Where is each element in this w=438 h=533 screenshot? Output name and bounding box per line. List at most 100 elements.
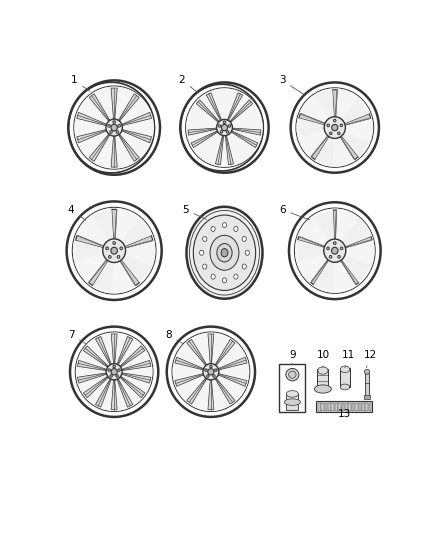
Ellipse shape bbox=[208, 369, 214, 375]
Ellipse shape bbox=[167, 327, 255, 417]
Ellipse shape bbox=[295, 208, 374, 293]
Ellipse shape bbox=[68, 80, 160, 175]
Polygon shape bbox=[95, 336, 112, 366]
Ellipse shape bbox=[120, 247, 123, 249]
Polygon shape bbox=[314, 210, 334, 242]
Polygon shape bbox=[187, 377, 207, 404]
Polygon shape bbox=[78, 360, 107, 371]
Polygon shape bbox=[227, 93, 243, 120]
Polygon shape bbox=[196, 100, 219, 123]
Ellipse shape bbox=[111, 247, 117, 254]
Ellipse shape bbox=[364, 369, 370, 374]
Bar bbox=[318, 369, 328, 389]
Polygon shape bbox=[111, 379, 117, 409]
Bar bbox=[364, 395, 371, 399]
Ellipse shape bbox=[110, 375, 113, 377]
Ellipse shape bbox=[228, 125, 231, 127]
Ellipse shape bbox=[242, 237, 246, 241]
Polygon shape bbox=[298, 237, 325, 248]
Bar bbox=[369, 402, 371, 411]
Polygon shape bbox=[217, 357, 247, 370]
Ellipse shape bbox=[210, 235, 239, 270]
Ellipse shape bbox=[113, 241, 116, 245]
Ellipse shape bbox=[211, 227, 215, 231]
Ellipse shape bbox=[200, 250, 204, 255]
Ellipse shape bbox=[340, 384, 350, 390]
Polygon shape bbox=[118, 133, 139, 161]
Bar bbox=[279, 365, 305, 411]
Polygon shape bbox=[121, 255, 151, 282]
Polygon shape bbox=[341, 255, 371, 282]
Ellipse shape bbox=[318, 367, 328, 374]
Polygon shape bbox=[75, 240, 104, 261]
Text: 2: 2 bbox=[179, 75, 198, 93]
Ellipse shape bbox=[226, 131, 229, 133]
Ellipse shape bbox=[203, 237, 207, 241]
Ellipse shape bbox=[221, 248, 228, 257]
Ellipse shape bbox=[329, 132, 332, 134]
Ellipse shape bbox=[67, 201, 162, 300]
Ellipse shape bbox=[70, 327, 158, 417]
Polygon shape bbox=[89, 94, 110, 122]
Ellipse shape bbox=[284, 399, 300, 406]
Polygon shape bbox=[231, 131, 258, 148]
Ellipse shape bbox=[218, 125, 221, 127]
Bar bbox=[340, 368, 350, 387]
Ellipse shape bbox=[74, 86, 154, 168]
Bar bbox=[355, 402, 358, 411]
Bar bbox=[348, 402, 351, 411]
Bar bbox=[328, 402, 331, 411]
Ellipse shape bbox=[242, 264, 246, 269]
Ellipse shape bbox=[186, 88, 263, 167]
Polygon shape bbox=[121, 219, 151, 247]
Ellipse shape bbox=[205, 369, 207, 372]
Ellipse shape bbox=[110, 131, 112, 133]
Ellipse shape bbox=[289, 371, 296, 378]
Bar bbox=[365, 373, 369, 397]
Polygon shape bbox=[124, 236, 153, 248]
Polygon shape bbox=[77, 130, 107, 143]
Polygon shape bbox=[121, 130, 152, 143]
Polygon shape bbox=[191, 131, 218, 148]
Ellipse shape bbox=[109, 255, 111, 259]
Ellipse shape bbox=[117, 255, 120, 259]
Text: 9: 9 bbox=[290, 350, 296, 365]
Text: 5: 5 bbox=[182, 205, 207, 220]
Ellipse shape bbox=[203, 364, 219, 380]
Text: 7: 7 bbox=[67, 330, 86, 344]
Ellipse shape bbox=[180, 83, 268, 173]
Polygon shape bbox=[112, 209, 117, 240]
Polygon shape bbox=[299, 118, 325, 137]
Bar bbox=[321, 402, 324, 411]
Ellipse shape bbox=[340, 124, 343, 127]
Ellipse shape bbox=[73, 208, 155, 294]
Polygon shape bbox=[121, 112, 152, 126]
Polygon shape bbox=[341, 99, 369, 124]
Polygon shape bbox=[95, 378, 112, 407]
Ellipse shape bbox=[223, 223, 226, 228]
Ellipse shape bbox=[108, 369, 110, 372]
Ellipse shape bbox=[329, 255, 332, 258]
Polygon shape bbox=[311, 259, 329, 285]
Polygon shape bbox=[83, 346, 109, 368]
Polygon shape bbox=[187, 340, 207, 366]
Bar bbox=[335, 402, 338, 411]
Bar bbox=[318, 402, 321, 411]
Polygon shape bbox=[311, 135, 330, 159]
Ellipse shape bbox=[216, 119, 233, 136]
Text: 6: 6 bbox=[279, 205, 310, 220]
Bar bbox=[325, 402, 327, 411]
Polygon shape bbox=[78, 373, 107, 383]
Ellipse shape bbox=[327, 247, 329, 250]
Ellipse shape bbox=[106, 364, 122, 380]
Polygon shape bbox=[225, 135, 233, 165]
Polygon shape bbox=[215, 135, 224, 165]
Ellipse shape bbox=[324, 117, 346, 139]
Ellipse shape bbox=[116, 131, 119, 133]
Ellipse shape bbox=[333, 242, 336, 245]
Ellipse shape bbox=[118, 125, 120, 127]
Polygon shape bbox=[121, 360, 151, 371]
Polygon shape bbox=[188, 128, 217, 135]
Ellipse shape bbox=[332, 247, 338, 254]
Bar bbox=[362, 402, 365, 411]
